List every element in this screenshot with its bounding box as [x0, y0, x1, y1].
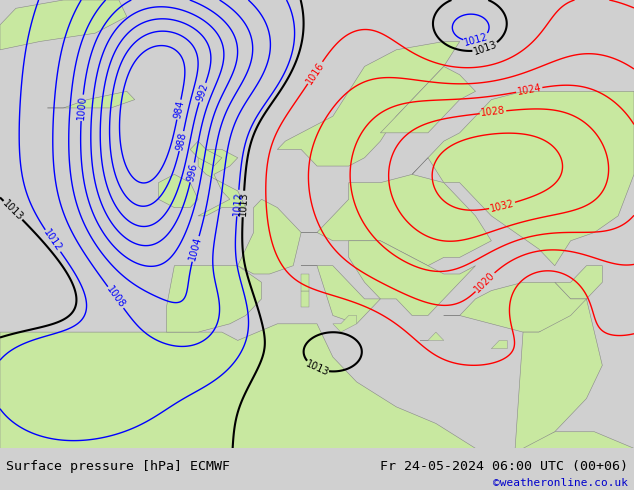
Text: 984: 984 — [172, 99, 186, 120]
Polygon shape — [491, 341, 507, 349]
Text: 1013: 1013 — [472, 40, 498, 57]
Text: 1020: 1020 — [473, 270, 497, 294]
Text: 992: 992 — [195, 82, 210, 103]
Text: ©weatheronline.co.uk: ©weatheronline.co.uk — [493, 478, 628, 488]
Text: 1024: 1024 — [516, 83, 542, 97]
Polygon shape — [301, 291, 309, 307]
Text: 996: 996 — [186, 163, 199, 183]
Polygon shape — [301, 274, 309, 291]
Text: Fr 24-05-2024 06:00 UTC (00+06): Fr 24-05-2024 06:00 UTC (00+06) — [380, 460, 628, 473]
Text: 1013: 1013 — [304, 359, 331, 378]
Polygon shape — [420, 332, 444, 341]
Text: 1016: 1016 — [304, 60, 326, 86]
Text: 1000: 1000 — [76, 95, 88, 121]
Text: 1012: 1012 — [463, 32, 489, 48]
Text: 1032: 1032 — [489, 198, 515, 214]
Text: 1008: 1008 — [105, 285, 127, 310]
Text: 1012: 1012 — [232, 191, 243, 216]
Text: 1004: 1004 — [188, 236, 204, 262]
Text: 1013: 1013 — [1, 198, 25, 222]
Text: 988: 988 — [174, 131, 188, 151]
Text: 1013: 1013 — [238, 192, 249, 217]
Text: 1028: 1028 — [480, 106, 506, 119]
Text: Surface pressure [hPa] ECMWF: Surface pressure [hPa] ECMWF — [6, 460, 230, 473]
Text: 1012: 1012 — [42, 228, 64, 254]
Polygon shape — [333, 316, 356, 332]
